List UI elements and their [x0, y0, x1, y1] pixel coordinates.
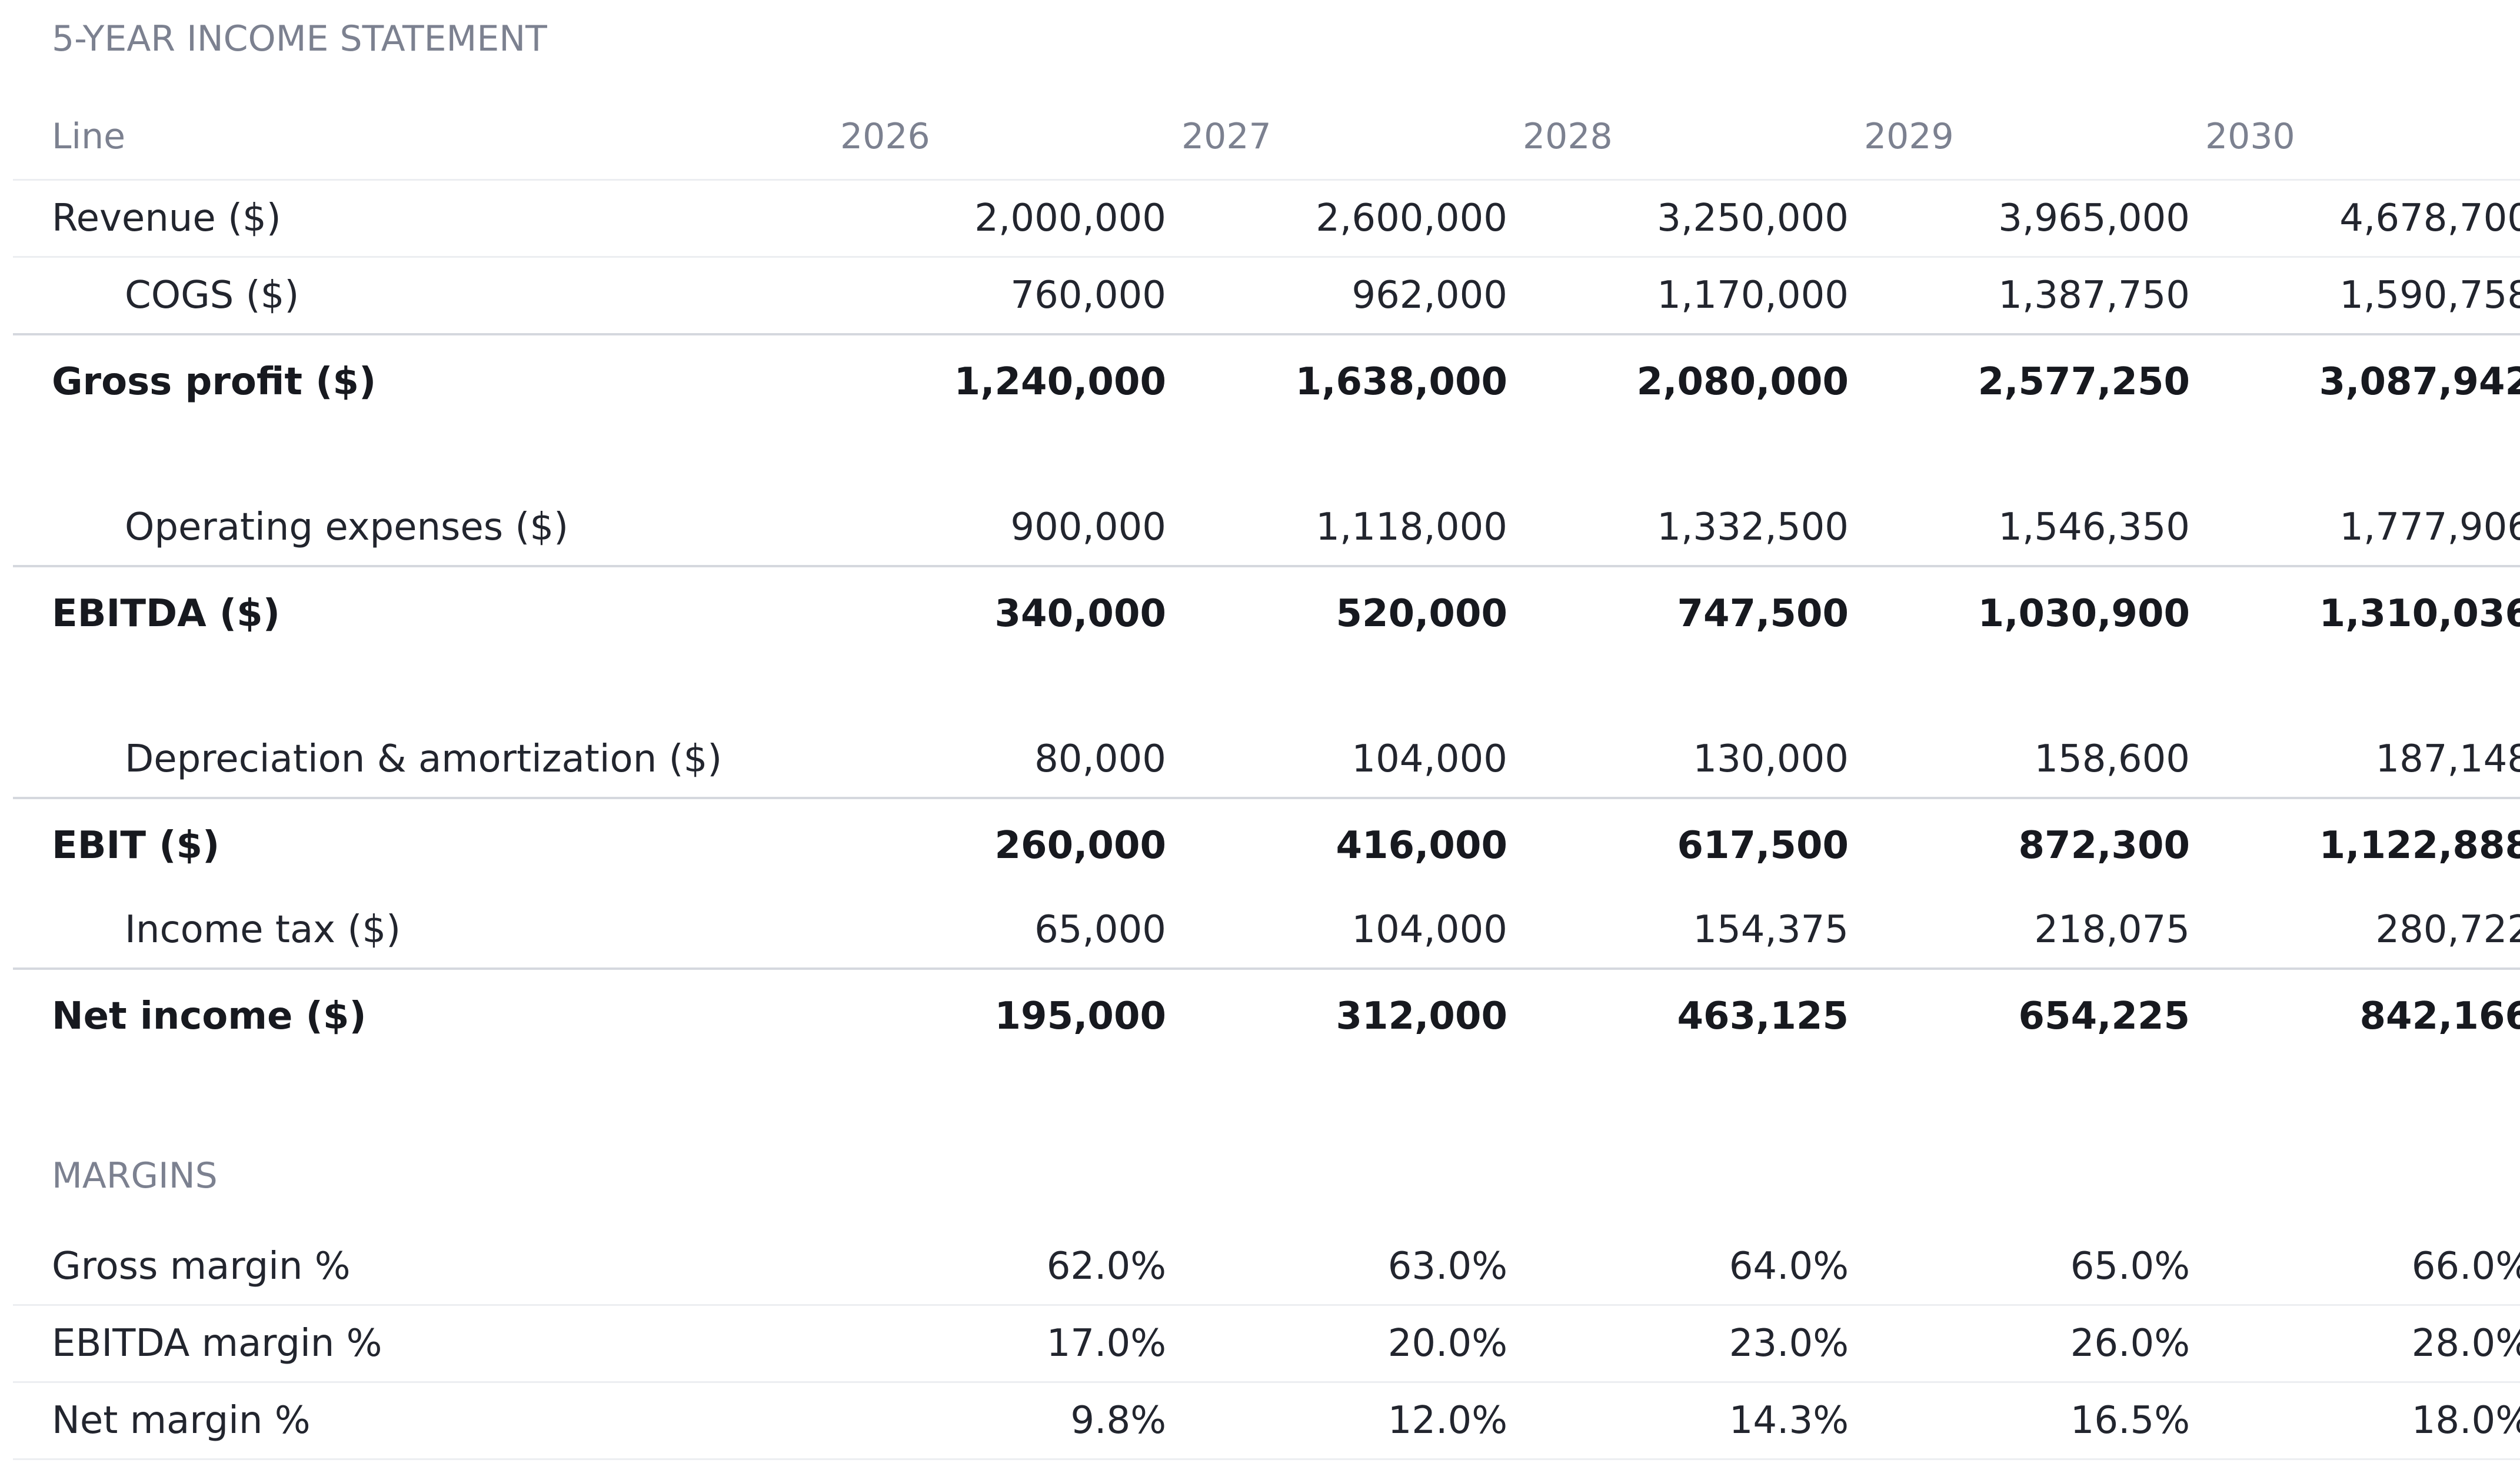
row-value: 1,118,000 — [1170, 490, 1511, 567]
row-value: 154,375 — [1511, 892, 1852, 970]
row-label: Operating expenses ($) — [13, 490, 828, 567]
row-value: 63.0% — [1170, 1229, 1511, 1306]
row-value: 1,332,500 — [1511, 490, 1852, 567]
row-net-margin: Net margin % 9.8% 12.0% 14.3% 16.5% 18.0… — [13, 1382, 2520, 1460]
row-value: 104,000 — [1170, 721, 1511, 799]
row-value: 18.0% — [2193, 1382, 2520, 1460]
row-label: EBITDA ($) — [52, 592, 280, 636]
row-value: 17.0% — [828, 1305, 1170, 1383]
row-value: 20.0% — [1170, 1305, 1511, 1383]
row-value: 14.3% — [1511, 1382, 1852, 1460]
row-value: 312,000 — [1336, 995, 1508, 1038]
row-label: EBIT ($) — [52, 824, 220, 867]
row-value: 260,000 — [994, 824, 1167, 867]
row-value: 1,387,750 — [1852, 257, 2193, 335]
row-value: 842,166 — [2359, 995, 2520, 1038]
row-value: 158,600 — [1852, 721, 2193, 799]
row-value: 1,240,000 — [954, 360, 1166, 404]
row-value: 3,087,942 — [2319, 360, 2520, 404]
row-value: 872,300 — [2018, 824, 2191, 867]
column-header-year: 2029 — [1852, 94, 2193, 181]
row-ebitda-margin: EBITDA margin % 17.0% 20.0% 23.0% 26.0% … — [13, 1305, 2520, 1383]
row-value: 80,000 — [828, 721, 1170, 799]
row-label: Depreciation & amortization ($) — [13, 721, 828, 799]
row-value: 654,225 — [2018, 995, 2191, 1038]
row-operating-expenses: Operating expenses ($) 900,000 1,118,000… — [13, 490, 2520, 567]
row-value: 187,148 — [2193, 721, 2520, 799]
row-net-income: Net income ($) 195,000 312,000 463,125 6… — [13, 969, 2520, 1063]
row-value: 1,310,036 — [2319, 592, 2520, 636]
column-header-year: 2026 — [828, 94, 1170, 181]
row-gross-margin: Gross margin % 62.0% 63.0% 64.0% 65.0% 6… — [13, 1229, 2520, 1306]
column-header-year: 2028 — [1511, 94, 1852, 181]
income-statement-table: Line 2026 2027 2028 2029 2030 Revenue ($… — [13, 94, 2520, 1063]
row-value: 130,000 — [1511, 721, 1852, 799]
row-value: 3,250,000 — [1511, 179, 1852, 258]
column-header-year: 2030 — [2193, 94, 2520, 181]
row-label: Income tax ($) — [13, 892, 828, 970]
row-value: 2,577,250 — [1978, 360, 2190, 404]
row-value: 65.0% — [1852, 1229, 2193, 1306]
row-value: 900,000 — [828, 490, 1170, 567]
row-label: COGS ($) — [13, 257, 828, 335]
row-value: 463,125 — [1677, 995, 1849, 1038]
column-header-year: 2027 — [1170, 94, 1511, 181]
row-value: 1,638,000 — [1295, 360, 1507, 404]
row-depreciation-amortization: Depreciation & amortization ($) 80,000 1… — [13, 721, 2520, 799]
row-value: 2,000,000 — [828, 179, 1170, 258]
row-value: 1,546,350 — [1852, 490, 2193, 567]
row-value: 104,000 — [1170, 892, 1511, 970]
row-value: 747,500 — [1677, 592, 1849, 636]
row-label: Net margin % — [13, 1382, 828, 1460]
row-value: 9.8% — [828, 1382, 1170, 1460]
row-value: 16.5% — [1852, 1382, 2193, 1460]
row-value: 23.0% — [1511, 1305, 1852, 1383]
row-ebit: EBIT ($) 260,000 416,000 617,500 872,300… — [13, 798, 2520, 892]
row-value: 962,000 — [1170, 257, 1511, 335]
row-value: 2,600,000 — [1170, 179, 1511, 258]
row-gross-profit: Gross profit ($) 1,240,000 1,638,000 2,0… — [13, 334, 2520, 490]
row-value: 416,000 — [1336, 824, 1508, 867]
row-label: Gross margin % — [13, 1229, 828, 1306]
row-label: EBITDA margin % — [13, 1305, 828, 1383]
row-value: 28.0% — [2193, 1305, 2520, 1383]
row-value: 65,000 — [828, 892, 1170, 970]
row-ebitda: EBITDA ($) 340,000 520,000 747,500 1,030… — [13, 566, 2520, 721]
margins-title: MARGINS — [52, 1155, 218, 1196]
row-value: 4,678,700 — [2193, 179, 2520, 258]
row-value: 66.0% — [2193, 1229, 2520, 1306]
row-value: 520,000 — [1336, 592, 1508, 636]
row-value: 12.0% — [1170, 1382, 1511, 1460]
row-value: 1,777,906 — [2193, 490, 2520, 567]
row-value: 64.0% — [1511, 1229, 1852, 1306]
row-value: 2,080,000 — [1636, 360, 1849, 404]
row-value: 617,500 — [1677, 824, 1849, 867]
row-value: 1,170,000 — [1511, 257, 1852, 335]
row-cogs: COGS ($) 760,000 962,000 1,170,000 1,387… — [13, 257, 2520, 335]
income-statement-title: 5-YEAR INCOME STATEMENT — [52, 18, 547, 59]
row-label: Gross profit ($) — [52, 360, 377, 404]
row-value: 1,122,888 — [2319, 824, 2520, 867]
row-value: 62.0% — [828, 1229, 1170, 1306]
row-value: 218,075 — [1852, 892, 2193, 970]
row-label: Revenue ($) — [13, 179, 828, 258]
column-header-line: Line — [13, 94, 828, 181]
row-value: 195,000 — [994, 995, 1167, 1038]
row-value: 280,722 — [2193, 892, 2520, 970]
row-value: 3,965,000 — [1852, 179, 2193, 258]
row-label: Net income ($) — [52, 995, 367, 1038]
row-value: 1,590,758 — [2193, 257, 2520, 335]
row-revenue: Revenue ($) 2,000,000 2,600,000 3,250,00… — [13, 179, 2520, 258]
row-value: 760,000 — [828, 257, 1170, 335]
row-income-tax: Income tax ($) 65,000 104,000 154,375 21… — [13, 892, 2520, 970]
row-value: 340,000 — [994, 592, 1167, 636]
row-value: 1,030,900 — [1978, 592, 2190, 636]
table-header-row: Line 2026 2027 2028 2029 2030 — [13, 94, 2520, 181]
row-value: 26.0% — [1852, 1305, 2193, 1383]
margins-table: Gross margin % 62.0% 63.0% 64.0% 65.0% 6… — [13, 1229, 2520, 1460]
